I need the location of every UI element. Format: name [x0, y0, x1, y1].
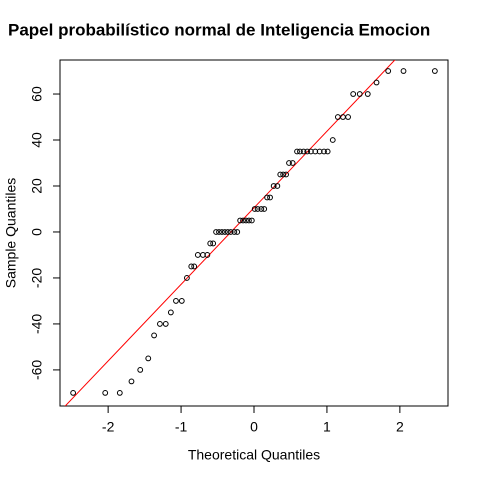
point [210, 240, 217, 247]
point [297, 148, 303, 155]
point [137, 367, 144, 373]
point [258, 206, 265, 212]
point [221, 229, 228, 235]
point [385, 68, 392, 74]
point [231, 229, 238, 235]
chart-title: Papel probabilístico normal de Inteligen… [8, 20, 430, 39]
x-tick-label: -1 [175, 419, 188, 435]
point [283, 171, 289, 178]
point [300, 148, 307, 155]
point [321, 148, 327, 155]
point [151, 332, 157, 339]
point [294, 148, 300, 155]
point [431, 68, 438, 74]
point [145, 355, 152, 362]
point [224, 229, 231, 235]
point [270, 183, 277, 189]
y-tick-label: -20 [29, 268, 45, 288]
point [194, 252, 201, 258]
point [254, 206, 261, 212]
point [162, 321, 169, 327]
y-tick-label: 0 [29, 228, 45, 236]
x-axis-label: Theoretical Quantiles [188, 447, 320, 463]
point [188, 263, 195, 270]
point [245, 217, 252, 224]
point [70, 389, 77, 396]
point [289, 160, 296, 166]
point [240, 217, 246, 224]
point [234, 229, 241, 235]
point [274, 183, 281, 189]
point [340, 114, 346, 120]
y-tick-label: 40 [29, 132, 45, 148]
point [227, 229, 234, 235]
point [267, 194, 273, 201]
point [261, 206, 268, 212]
point [191, 263, 198, 270]
point [350, 91, 357, 97]
point [304, 148, 311, 155]
point [157, 321, 163, 327]
point [178, 298, 185, 304]
point [219, 229, 225, 235]
point [207, 240, 214, 247]
point [204, 252, 211, 258]
x-tick-label: 2 [396, 419, 404, 435]
point [345, 114, 351, 120]
x-tick-label: -2 [102, 419, 115, 435]
point [102, 389, 109, 396]
point [128, 378, 135, 385]
x-tick-label: 1 [323, 419, 331, 435]
point [116, 389, 123, 396]
y-tick-label: 60 [29, 86, 45, 102]
point [213, 229, 219, 235]
y-axis-label: Sample Quantiles [3, 178, 19, 289]
point [251, 206, 258, 212]
point [243, 217, 249, 224]
point [280, 171, 287, 178]
point [286, 160, 292, 166]
point [334, 114, 341, 120]
point [356, 91, 363, 97]
y-tick-label: -60 [29, 360, 45, 380]
point [248, 217, 255, 224]
x-tick-label: 0 [250, 419, 258, 435]
y-tick-label: -40 [29, 314, 45, 334]
point [237, 217, 244, 224]
point [264, 194, 271, 201]
point [373, 79, 380, 86]
point [329, 137, 336, 143]
point [173, 298, 179, 304]
plot-frame [59, 59, 449, 407]
point [184, 275, 190, 281]
y-tick-label: 20 [29, 178, 45, 194]
point [167, 309, 174, 316]
point [277, 171, 284, 178]
point [364, 91, 371, 97]
reference-line [64, 60, 396, 406]
point [400, 68, 407, 74]
point [216, 229, 222, 235]
point [324, 148, 331, 155]
